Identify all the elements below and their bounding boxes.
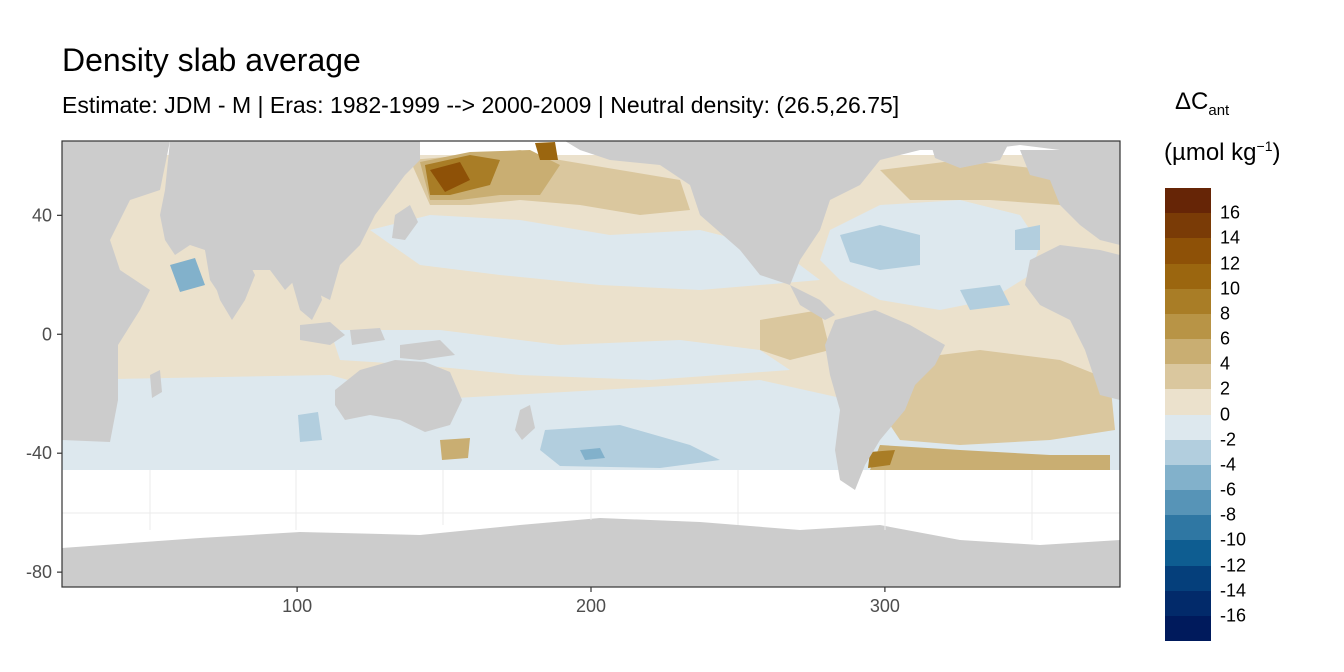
legend-label: 6 bbox=[1220, 328, 1231, 349]
land-se-asia bbox=[290, 270, 322, 320]
x-tick-label: 200 bbox=[576, 596, 606, 616]
y-tick-label: 40 bbox=[32, 205, 52, 225]
x-tick-label: 100 bbox=[282, 596, 312, 616]
legend-color-step bbox=[1165, 515, 1211, 541]
legend-color-step bbox=[1165, 313, 1211, 340]
legend-label: 2 bbox=[1220, 378, 1231, 399]
legend-color-step bbox=[1165, 565, 1211, 591]
land-north-america bbox=[565, 141, 1120, 285]
legend-color-step bbox=[1165, 615, 1211, 642]
legend-label: -2 bbox=[1220, 429, 1237, 450]
legend-title-symbol: ΔCant bbox=[1175, 88, 1229, 119]
legend-symbol: ΔC bbox=[1175, 88, 1209, 115]
legend-label: -10 bbox=[1220, 529, 1247, 550]
legend-unit-suffix: ) bbox=[1272, 139, 1281, 166]
legend-label: -14 bbox=[1220, 580, 1247, 601]
land-europe bbox=[1020, 150, 1120, 245]
legend-label: 4 bbox=[1220, 353, 1231, 374]
legend-unit-prefix: (µmol kg bbox=[1164, 139, 1257, 166]
land-new-zealand bbox=[515, 405, 535, 440]
ocean-cell bbox=[440, 438, 470, 460]
legend-color-step bbox=[1165, 389, 1211, 415]
x-tick-label: 300 bbox=[870, 596, 900, 616]
ocean-cell bbox=[840, 225, 920, 270]
ocean-cell bbox=[960, 285, 1010, 310]
legend-subscript: ant bbox=[1208, 101, 1230, 119]
legend-label: -4 bbox=[1220, 454, 1237, 475]
legend-color-step bbox=[1165, 439, 1211, 465]
legend-color-step bbox=[1165, 238, 1211, 264]
legend-color-step bbox=[1165, 339, 1211, 365]
land-india bbox=[205, 245, 255, 320]
legend-label: 8 bbox=[1220, 303, 1231, 324]
legend-color-step bbox=[1165, 490, 1211, 516]
legend-label: 14 bbox=[1220, 227, 1241, 248]
legend-label: 0 bbox=[1220, 404, 1231, 424]
map-panel bbox=[62, 141, 1120, 587]
legend-color-step bbox=[1165, 188, 1211, 214]
land-greenland bbox=[930, 141, 1010, 168]
legend-colorbar bbox=[1165, 188, 1211, 642]
land-africa bbox=[62, 141, 170, 442]
ocean-cell bbox=[580, 448, 605, 460]
legend-labels: 16 14 12 10 8 6 4 2 0 -2 -4 -6 -8 -10 -12 -14 -16 bbox=[1220, 188, 1300, 641]
ocean-cell bbox=[170, 258, 205, 292]
land bbox=[62, 141, 1120, 587]
plot-subtitle: Estimate: JDM - M | Eras: 1982-1999 --> … bbox=[62, 92, 900, 118]
land-australia bbox=[335, 360, 462, 432]
land-antarctica bbox=[62, 518, 1120, 587]
legend-label: -6 bbox=[1220, 479, 1237, 500]
legend-color-step bbox=[1165, 288, 1211, 314]
gridlines bbox=[62, 470, 1120, 540]
legend-color-step bbox=[1165, 464, 1211, 491]
land-madagascar bbox=[150, 370, 162, 398]
y-tick-label: -80 bbox=[26, 562, 52, 582]
legend-color-step bbox=[1165, 364, 1211, 390]
ocean-cell bbox=[62, 385, 330, 430]
ocean-cell bbox=[1015, 225, 1040, 250]
legend-color-step bbox=[1165, 540, 1211, 566]
land-africa-wrapped bbox=[1025, 245, 1120, 400]
ocean-cell bbox=[880, 350, 1115, 445]
legend-label: -12 bbox=[1220, 555, 1247, 575]
land-japan bbox=[392, 205, 418, 240]
land-south-america bbox=[825, 310, 945, 490]
legend-title-unit: (µmol kg−1) bbox=[1164, 138, 1280, 167]
y-tick-label: -40 bbox=[26, 443, 52, 463]
ocean-cell bbox=[330, 330, 790, 380]
ocean-data-field bbox=[62, 142, 1120, 470]
legend-unit-exp: −1 bbox=[1256, 138, 1273, 154]
ocean-cell bbox=[298, 412, 322, 442]
land-indonesia bbox=[300, 322, 345, 345]
legend-label: 16 bbox=[1220, 202, 1241, 223]
legend-color-step bbox=[1165, 590, 1211, 616]
ocean-cell bbox=[370, 215, 820, 290]
ocean-cell bbox=[870, 445, 1110, 470]
y-tick-label: 0 bbox=[42, 324, 52, 344]
land-central-america bbox=[790, 285, 835, 320]
plot-title: Density slab average bbox=[62, 42, 361, 78]
legend-color-step bbox=[1165, 263, 1211, 289]
legend-label: -16 bbox=[1220, 605, 1247, 626]
ocean-cell bbox=[868, 450, 895, 468]
ocean-cell bbox=[760, 310, 830, 360]
land-indonesia bbox=[350, 328, 385, 345]
legend-label: 10 bbox=[1220, 278, 1241, 299]
legend-color-step bbox=[1165, 213, 1211, 239]
legend-label: -8 bbox=[1220, 504, 1237, 525]
land-png bbox=[400, 340, 455, 360]
ocean-cell bbox=[430, 162, 470, 192]
legend-color-step bbox=[1165, 414, 1211, 440]
ocean-cell bbox=[535, 142, 558, 160]
legend-label: 12 bbox=[1220, 253, 1241, 273]
